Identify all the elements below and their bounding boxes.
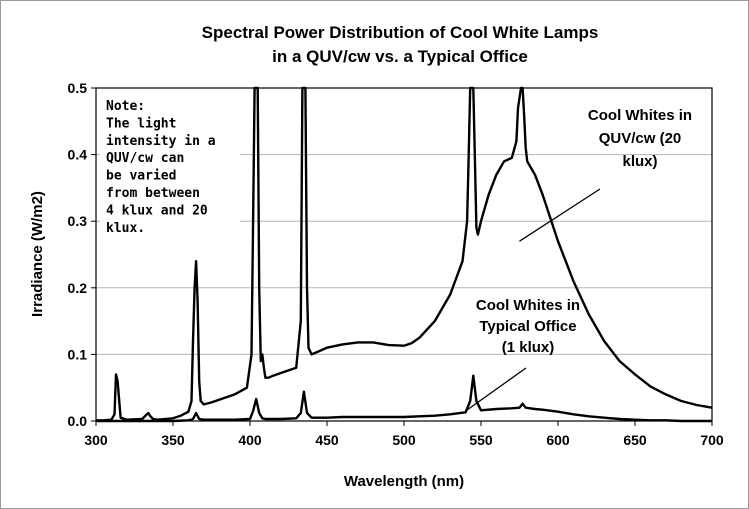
- x-tick-label: 700: [700, 432, 724, 448]
- annotation-text: Cool Whites in: [476, 297, 580, 314]
- annotations: Cool Whites in QUV/cw (20 klux) Cool Whites…: [465, 107, 692, 412]
- note-text-line: The light: [106, 116, 176, 131]
- note-text-line: klux.: [106, 221, 145, 236]
- annotation-leader-line: [519, 188, 601, 242]
- annotation-text: Cool Whites in: [588, 107, 692, 124]
- note-text-line: intensity in a: [106, 134, 216, 149]
- x-tick-label: 400: [238, 432, 262, 448]
- y-tick-label: 0.2: [68, 280, 88, 296]
- annotation-text: klux): [622, 153, 657, 170]
- series-group: [96, 86, 713, 423]
- y-ticks: 0.0 0.1 0.2 0.3 0.4 0.5: [68, 80, 96, 429]
- series-line-office: [96, 374, 712, 423]
- y-tick-label: 0.4: [68, 147, 88, 163]
- note-text-line: 4 klux and 20: [106, 203, 208, 218]
- note-text-line: Note:: [106, 99, 145, 114]
- chart-title-line-1: Spectral Power Distribution of Cool Whit…: [202, 23, 599, 42]
- series-line-quv: [96, 86, 713, 422]
- y-tick-label: 0.3: [68, 213, 88, 229]
- note-text-line: from between: [106, 186, 200, 201]
- y-tick-label: 0.1: [68, 346, 88, 362]
- y-tick-label: 0.0: [68, 413, 88, 429]
- x-tick-label: 550: [469, 432, 493, 448]
- y-axis-label: Irradiance (W/m2): [29, 191, 46, 317]
- chart-title-line-2: in a QUV/cw vs. a Typical Office: [272, 47, 528, 66]
- x-tick-label: 500: [392, 432, 416, 448]
- x-tick-label: 350: [161, 432, 185, 448]
- x-tick-label: 600: [546, 432, 570, 448]
- annotation-text: QUV/cw (20: [599, 130, 682, 147]
- x-tick-label: 300: [84, 432, 108, 448]
- y-tick-label: 0.5: [68, 80, 88, 96]
- note-text-line: be varied: [106, 169, 176, 184]
- note-box: Note: The light intensity in a QUV/cw can be…: [100, 93, 240, 241]
- x-ticks: 300 350 400 450 500 550 600 650 700: [84, 421, 724, 448]
- annotation-text: (1 klux): [502, 339, 555, 356]
- x-tick-label: 450: [315, 432, 339, 448]
- annotation-leader-line: [465, 367, 527, 412]
- note-text-line: QUV/cw can: [106, 151, 184, 166]
- x-axis-label: Wavelength (nm): [344, 473, 464, 490]
- annotation-text: Typical Office: [479, 318, 576, 335]
- x-tick-label: 650: [623, 432, 647, 448]
- note-background: [100, 93, 240, 241]
